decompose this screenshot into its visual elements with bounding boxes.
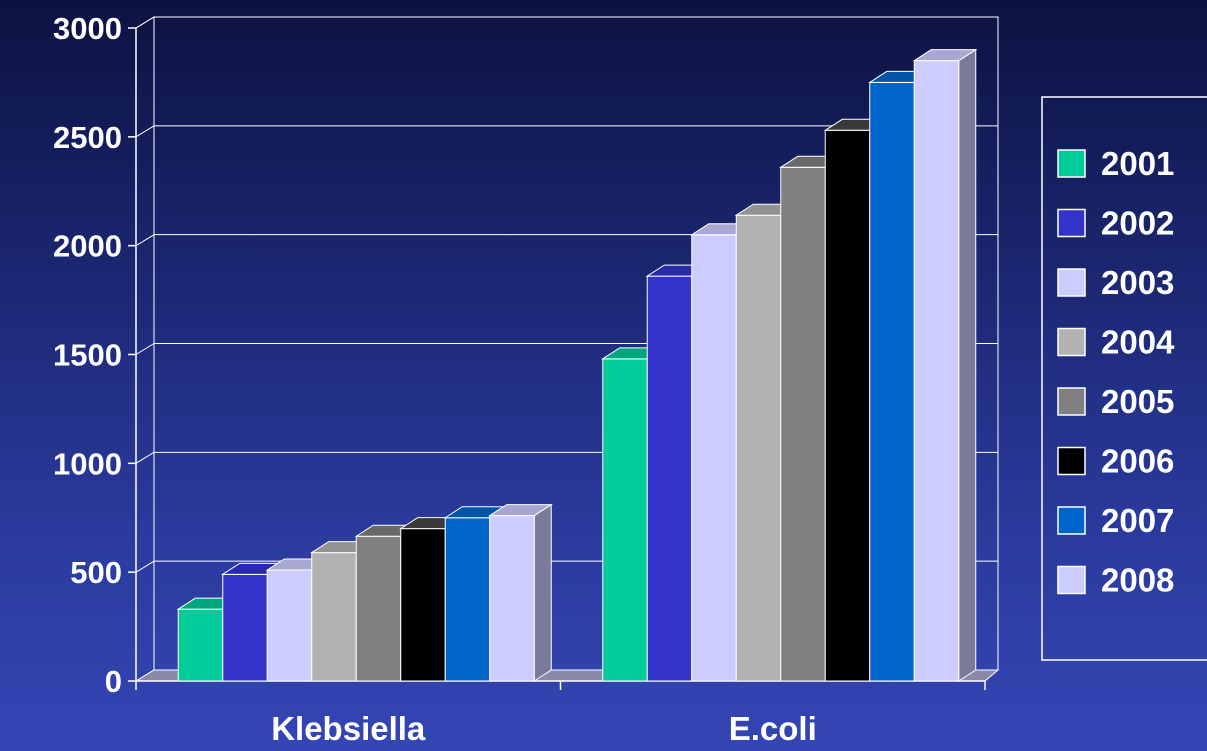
legend-item-2005: 2005 [1057,383,1174,420]
legend-item-2001: 2001 [1057,145,1174,182]
bar-front [913,60,960,682]
bar-front [869,81,915,682]
y-tick-label: 1500 [53,338,122,373]
y-tick-label: 500 [70,555,122,590]
bar-side [958,48,977,682]
legend-swatch [1057,387,1086,416]
bar-front [646,275,693,682]
bar-2007-klebsiella [443,506,509,682]
bar-2006-klebsiella [399,517,464,682]
legend-item-2008: 2008 [1057,562,1174,599]
legend-swatch [1057,506,1086,535]
bar-front [735,214,782,682]
gridline-side [135,16,155,29]
bar-front [444,517,491,682]
gridline-side [135,343,155,355]
x-tick-labels: Klebsiella E.coli [271,710,817,747]
legend: 2001 2002 2003 2004 2005 2006 2007 2008 [1041,96,1207,661]
bar-2002-e-coli [645,264,711,682]
bar-front [222,573,268,682]
bars [176,48,978,682]
bar-2007-e-coli [868,70,933,682]
legend-item-2006: 2006 [1057,443,1174,480]
bar-front [177,608,224,682]
bar-front [489,515,535,682]
legend-swatch [1057,446,1086,476]
legend-item-2003: 2003 [1057,264,1174,301]
bar-front [355,535,402,682]
legend-swatch [1057,327,1086,357]
legend-swatch [1057,565,1086,595]
bar-front [602,358,648,682]
legend-label: 2007 [1101,502,1174,539]
y-tick-label: 2000 [53,229,122,264]
legend-swatch [1057,268,1086,297]
legend-label: 2003 [1101,264,1174,301]
bar-2003-e-coli [690,223,755,682]
gridline-side [135,125,155,138]
legend-item-2004: 2004 [1057,324,1175,361]
legend-item-2002: 2002 [1057,205,1174,242]
x-tick-label: E.coli [729,710,817,747]
y-tick-labels: 0 500 1000 1500 2000 2500 3000 [53,11,122,699]
legend-swatch [1057,208,1086,238]
legend-box [1041,96,1207,661]
bar-2008-e-coli [912,48,978,682]
legend-label: 2004 [1101,324,1175,361]
bar-top [488,504,553,517]
bar-2004-e-coli [734,203,800,682]
y-tick-label: 2500 [53,120,122,155]
bar-2001-klebsiella [176,597,242,682]
legend-label: 2006 [1101,443,1174,480]
legend-label: 2001 [1101,145,1174,182]
bar-2002-klebsiella [221,562,286,682]
gridline-side [135,560,155,573]
bar-side [533,503,552,682]
gridline-side [135,451,155,464]
bar-front [780,166,826,682]
legend-label: 2002 [1101,205,1174,242]
bar-2001-e-coli [601,347,666,682]
bar-front [311,552,357,682]
bar-2006-e-coli [823,118,889,682]
bar-2003-klebsiella [265,558,331,682]
bar-front [824,129,871,682]
bar-front [691,234,737,682]
gridline-side [135,234,155,247]
x-tick-label: Klebsiella [271,710,426,747]
legend-label: 2005 [1101,383,1174,420]
bar-top [912,49,978,62]
bar-front [400,528,446,682]
legend-item-2007: 2007 [1057,502,1174,539]
bar-2008-klebsiella [488,503,553,682]
legend-swatch [1057,149,1086,178]
y-tick-label: 0 [105,664,122,699]
bar-front [266,569,313,682]
legend-label: 2008 [1101,562,1174,599]
y-tick-label: 3000 [53,11,122,46]
y-tick-label: 1000 [53,446,122,481]
